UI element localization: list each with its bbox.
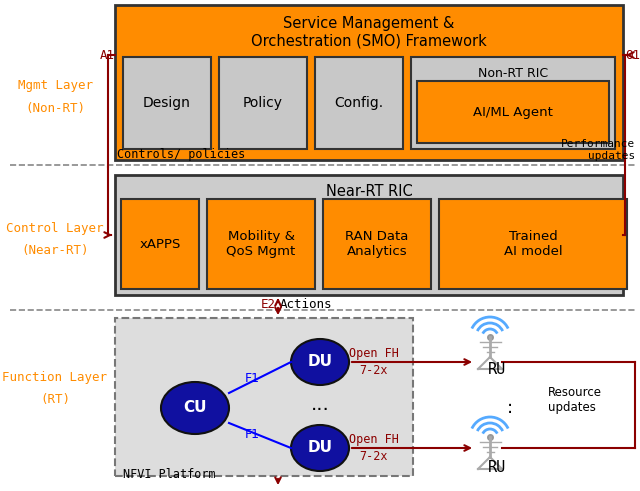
Text: Orchestration (SMO) Framework: Orchestration (SMO) Framework (251, 33, 487, 49)
Bar (323, 199, 431, 289)
Text: Open FH: Open FH (349, 433, 399, 445)
Text: CU: CU (183, 401, 207, 415)
Text: RU: RU (488, 461, 506, 475)
Text: E2: E2 (261, 298, 276, 310)
Text: Actions: Actions (280, 298, 333, 310)
Text: DU: DU (307, 355, 333, 370)
Ellipse shape (161, 382, 229, 434)
Text: Policy: Policy (243, 96, 283, 110)
Text: A1: A1 (100, 49, 115, 61)
Bar (411, 57, 615, 149)
Text: Near-RT RIC: Near-RT RIC (326, 184, 412, 198)
Text: Control Layer: Control Layer (6, 221, 104, 235)
Bar (417, 81, 609, 143)
Text: Open FH: Open FH (349, 347, 399, 359)
Text: :: : (507, 399, 513, 417)
Bar (123, 57, 211, 149)
Text: Performance
updates: Performance updates (561, 139, 635, 161)
Text: 7-2x: 7-2x (360, 451, 388, 464)
Bar (121, 199, 199, 289)
Ellipse shape (291, 339, 349, 385)
Text: (Near-RT): (Near-RT) (21, 244, 89, 256)
Text: Non-RT RIC: Non-RT RIC (478, 66, 548, 80)
Bar (115, 5, 623, 160)
Text: 7-2x: 7-2x (360, 364, 388, 378)
Text: Controls/ policies: Controls/ policies (117, 148, 245, 161)
Bar (115, 175, 623, 295)
Text: Trained
AI model: Trained AI model (504, 230, 563, 258)
Text: RAN Data
Analytics: RAN Data Analytics (346, 230, 409, 258)
Text: O1: O1 (625, 49, 640, 61)
Text: F1: F1 (244, 372, 259, 384)
Text: NFVI Platform: NFVI Platform (123, 468, 216, 481)
Text: DU: DU (307, 440, 333, 456)
Text: Resource
updates: Resource updates (548, 386, 602, 414)
Text: Mgmt Layer: Mgmt Layer (17, 79, 93, 91)
Bar (439, 199, 627, 289)
Bar (219, 57, 307, 149)
Text: RU: RU (488, 362, 506, 378)
Text: (Non-RT): (Non-RT) (25, 102, 85, 114)
Text: Config.: Config. (335, 96, 383, 110)
Text: xAPPS: xAPPS (140, 238, 180, 250)
Text: Service Management &: Service Management & (284, 16, 454, 30)
Text: Design: Design (143, 96, 191, 110)
Bar (315, 57, 403, 149)
Ellipse shape (291, 425, 349, 471)
Text: AI/ML Agent: AI/ML Agent (473, 106, 553, 118)
Text: (RT): (RT) (40, 393, 70, 407)
Text: F1: F1 (244, 429, 259, 441)
Text: ...: ... (310, 395, 330, 414)
Text: Function Layer: Function Layer (3, 372, 108, 384)
Text: Mobility &
QoS Mgmt: Mobility & QoS Mgmt (227, 230, 296, 258)
Bar (115, 318, 413, 476)
Bar (207, 199, 315, 289)
